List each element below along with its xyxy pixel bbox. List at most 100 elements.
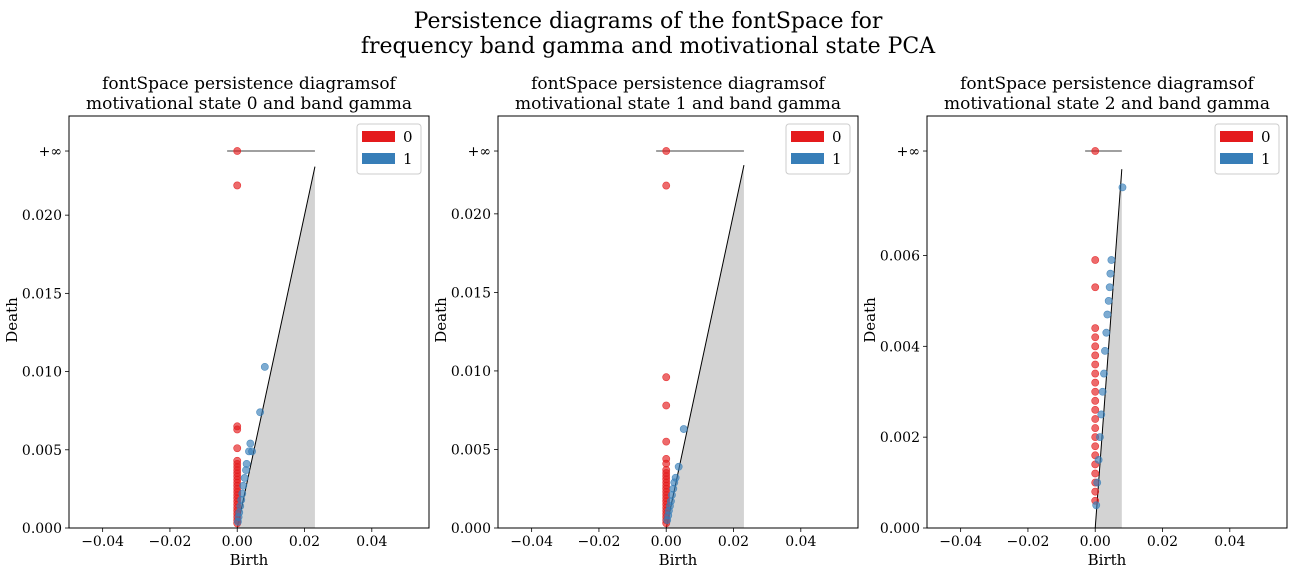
y-tick-label: 0.004 xyxy=(880,339,920,355)
point-h0 xyxy=(662,181,671,190)
legend-label-h1: 1 xyxy=(832,150,842,168)
point-h0 xyxy=(662,437,671,446)
x-axis-label: Birth xyxy=(230,551,269,569)
x-tick-label: −0.04 xyxy=(510,534,553,550)
panel-title-line2: motivational state 2 and band gamma xyxy=(944,94,1270,114)
x-tick-label: −0.02 xyxy=(577,534,620,550)
legend: 01 xyxy=(785,123,851,175)
point-h1 xyxy=(1106,269,1115,278)
x-tick-label: 0.00 xyxy=(651,534,682,550)
point-h1 xyxy=(1092,501,1101,510)
y-tick-label: 0.000 xyxy=(22,521,62,537)
legend-label-h1: 1 xyxy=(403,150,413,168)
axes-frame xyxy=(497,115,859,529)
point-h1 xyxy=(1101,346,1109,355)
y-axis-label: Death xyxy=(3,297,21,343)
point-h0 xyxy=(1091,369,1100,378)
legend-swatch-h0 xyxy=(791,131,824,142)
y-tick-label: 0.005 xyxy=(22,443,62,459)
point-h0 xyxy=(1091,415,1100,423)
point-h1 xyxy=(1104,297,1113,305)
panel-title-line1: fontSpace persistence diagramsof xyxy=(960,74,1255,94)
legend-swatch-h1 xyxy=(791,153,824,164)
inf-tick-label: +∞ xyxy=(39,144,62,160)
x-axis-label: Birth xyxy=(659,551,698,569)
diagonal-line xyxy=(236,166,316,529)
axes-frame xyxy=(68,115,430,529)
x-tick-label: −0.04 xyxy=(939,534,982,550)
point-h1 xyxy=(679,425,688,433)
legend: 01 xyxy=(356,123,422,175)
point-h1 xyxy=(1107,256,1116,264)
legend-label-h0: 0 xyxy=(1261,128,1271,146)
y-axis-label: Death xyxy=(861,297,879,343)
panel-2: fontSpace persistence diagramsofmotivati… xyxy=(861,74,1288,569)
legend-label-h0: 0 xyxy=(832,128,842,146)
panel-1: fontSpace persistence diagramsofmotivati… xyxy=(432,74,859,569)
y-tick-label: 0.020 xyxy=(22,208,62,224)
x-tick-label: 0.02 xyxy=(1147,534,1178,550)
point-h1 xyxy=(260,362,269,371)
point-h0 xyxy=(233,425,242,434)
point-h1 xyxy=(248,447,256,456)
x-tick-label: 0.00 xyxy=(1080,534,1111,550)
point-h0 xyxy=(1091,442,1100,451)
legend-label-h1: 1 xyxy=(1261,150,1271,168)
x-axis-label: Birth xyxy=(1088,551,1127,569)
point-h0 xyxy=(1091,147,1100,155)
inf-tick-label: +∞ xyxy=(468,144,491,160)
figure-suptitle-line1: Persistence diagrams of the fontSpace fo… xyxy=(414,9,883,34)
inf-tick-label: +∞ xyxy=(897,144,920,160)
y-tick-label: 0.020 xyxy=(451,207,491,223)
point-h1 xyxy=(256,408,265,417)
y-axis-label: Death xyxy=(432,297,450,343)
point-h0 xyxy=(233,147,242,155)
point-h1 xyxy=(663,516,672,525)
point-h1 xyxy=(242,466,250,475)
panel-0: fontSpace persistence diagramsofmotivati… xyxy=(3,74,430,569)
point-h0 xyxy=(662,401,671,410)
point-h1 xyxy=(233,517,242,526)
x-tick-label: 0.04 xyxy=(1214,534,1245,550)
point-h1 xyxy=(1118,183,1127,192)
y-tick-label: 0.006 xyxy=(880,248,920,264)
point-h0 xyxy=(1091,396,1100,405)
point-h1 xyxy=(1096,433,1104,442)
panel-title-line2: motivational state 0 and band gamma xyxy=(86,94,412,114)
y-tick-label: 0.000 xyxy=(880,521,920,537)
legend: 01 xyxy=(1214,123,1280,175)
point-h0 xyxy=(662,373,671,382)
point-h1 xyxy=(674,462,683,471)
point-h1 xyxy=(239,481,248,490)
diagonal-line xyxy=(1094,169,1123,529)
point-h1 xyxy=(1093,478,1102,487)
point-h0 xyxy=(1091,283,1100,292)
y-tick-label: 0.000 xyxy=(451,521,491,537)
point-h1 xyxy=(1102,328,1111,337)
point-h0 xyxy=(233,181,242,190)
x-tick-label: 0.02 xyxy=(289,534,320,550)
y-tick-label: 0.015 xyxy=(22,286,62,302)
point-h1 xyxy=(669,484,678,493)
point-h0 xyxy=(1091,424,1100,432)
point-h0 xyxy=(1091,333,1100,342)
point-h0 xyxy=(1091,406,1100,414)
y-tick-label: 0.010 xyxy=(451,364,491,380)
point-h1 xyxy=(246,439,255,448)
axes-frame xyxy=(926,115,1288,529)
point-h1 xyxy=(1105,283,1114,292)
point-h0 xyxy=(1091,487,1100,496)
point-h0 xyxy=(233,444,242,453)
point-h0 xyxy=(1091,387,1100,396)
point-h0 xyxy=(1091,324,1100,333)
legend-swatch-h1 xyxy=(362,153,395,164)
y-tick-label: 0.005 xyxy=(451,442,491,458)
point-h0 xyxy=(1091,378,1100,387)
point-h1 xyxy=(1100,369,1108,378)
y-tick-label: 0.002 xyxy=(880,430,920,446)
x-tick-label: 0.02 xyxy=(718,534,749,550)
point-h0 xyxy=(1091,256,1100,264)
point-h0 xyxy=(1091,360,1100,369)
point-h1 xyxy=(240,474,249,482)
legend-swatch-h1 xyxy=(1220,153,1253,164)
